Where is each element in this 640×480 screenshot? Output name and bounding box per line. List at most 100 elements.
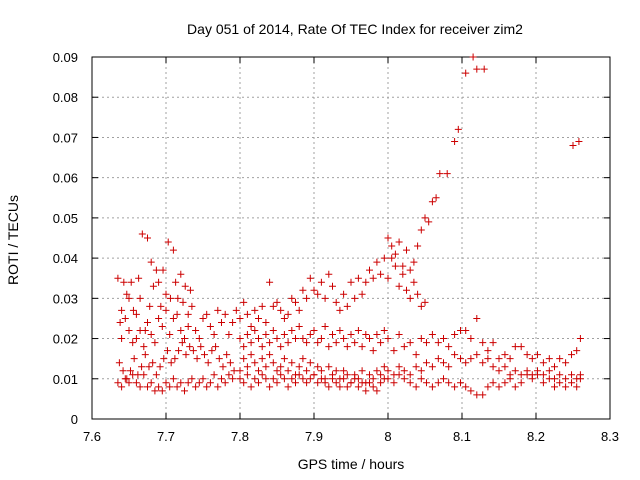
data-point <box>390 379 398 387</box>
data-point <box>422 339 430 347</box>
data-point <box>325 270 333 278</box>
data-point <box>391 262 399 270</box>
x-tick-label: 8.3 <box>601 429 619 444</box>
data-point <box>162 290 170 298</box>
data-point <box>358 367 366 375</box>
data-point <box>545 355 553 363</box>
data-point <box>380 327 388 335</box>
data-point <box>120 278 128 286</box>
data-point <box>118 383 126 391</box>
data-point <box>336 306 344 314</box>
data-point <box>215 355 223 363</box>
data-point <box>269 359 277 367</box>
data-point <box>332 367 340 375</box>
data-point <box>188 375 196 383</box>
data-point <box>179 298 187 306</box>
data-point <box>147 379 155 387</box>
data-point <box>116 318 124 326</box>
data-point <box>366 379 373 387</box>
data-point <box>473 351 481 359</box>
data-point <box>473 391 481 399</box>
data-point <box>484 383 492 391</box>
data-point <box>199 375 207 383</box>
data-point <box>266 351 274 359</box>
data-point <box>545 367 553 375</box>
data-point <box>277 306 285 314</box>
data-point <box>440 375 447 383</box>
data-point <box>406 339 414 347</box>
data-point <box>495 383 503 391</box>
data-point <box>118 335 126 343</box>
data-point <box>511 383 519 391</box>
data-point <box>171 355 179 363</box>
data-point <box>177 379 185 387</box>
data-point <box>288 327 296 335</box>
y-tick-label: 0.08 <box>53 90 78 105</box>
data-point <box>192 327 200 335</box>
data-point <box>489 379 497 387</box>
data-point <box>568 379 576 387</box>
data-point <box>400 367 408 375</box>
data-point <box>130 355 138 363</box>
data-point <box>533 351 541 359</box>
data-point <box>467 355 475 363</box>
data-point <box>321 322 329 330</box>
data-point <box>373 387 381 395</box>
data-point <box>347 278 355 286</box>
data-point <box>295 363 303 371</box>
data-point <box>284 383 292 391</box>
data-point <box>230 367 238 375</box>
data-point <box>422 359 430 367</box>
data-point <box>347 331 355 339</box>
data-point <box>121 375 129 383</box>
data-point <box>121 314 129 322</box>
data-point <box>576 375 584 383</box>
data-point <box>136 294 144 302</box>
data-point <box>126 367 134 375</box>
data-point <box>511 343 519 351</box>
data-point <box>473 65 481 73</box>
data-point <box>251 327 259 335</box>
data-point <box>317 335 325 343</box>
data-point <box>140 343 148 351</box>
data-point <box>421 298 429 306</box>
data-point <box>226 359 234 367</box>
data-point <box>132 379 140 387</box>
data-point <box>277 371 285 379</box>
data-point <box>545 375 553 383</box>
y-tick-label: 0.03 <box>53 291 78 306</box>
data-point <box>462 69 470 77</box>
data-point <box>223 351 231 359</box>
data-point <box>118 306 126 314</box>
data-point <box>169 375 177 383</box>
data-point <box>395 371 403 379</box>
data-point <box>422 379 430 387</box>
data-point <box>152 266 160 274</box>
data-point <box>195 335 203 343</box>
data-point <box>160 355 168 363</box>
data-point <box>473 314 481 322</box>
data-point <box>218 375 225 383</box>
data-point <box>144 383 151 391</box>
y-tick-label: 0 <box>71 412 78 427</box>
data-point <box>573 347 581 355</box>
data-point <box>495 367 503 375</box>
data-point <box>462 359 470 367</box>
data-point <box>258 371 266 379</box>
data-point <box>336 327 344 335</box>
data-point <box>177 270 185 278</box>
data-point <box>247 351 255 359</box>
data-point <box>243 310 251 318</box>
data-point <box>169 314 177 322</box>
data-point <box>310 286 318 294</box>
data-point <box>125 379 133 387</box>
data-point <box>329 331 336 339</box>
data-point <box>123 290 131 298</box>
data-point <box>351 375 359 383</box>
data-point <box>388 242 396 250</box>
data-point <box>314 363 322 371</box>
data-point <box>204 359 212 367</box>
data-point <box>556 379 564 387</box>
x-tick-label: 8.2 <box>527 429 545 444</box>
data-point <box>172 278 180 286</box>
